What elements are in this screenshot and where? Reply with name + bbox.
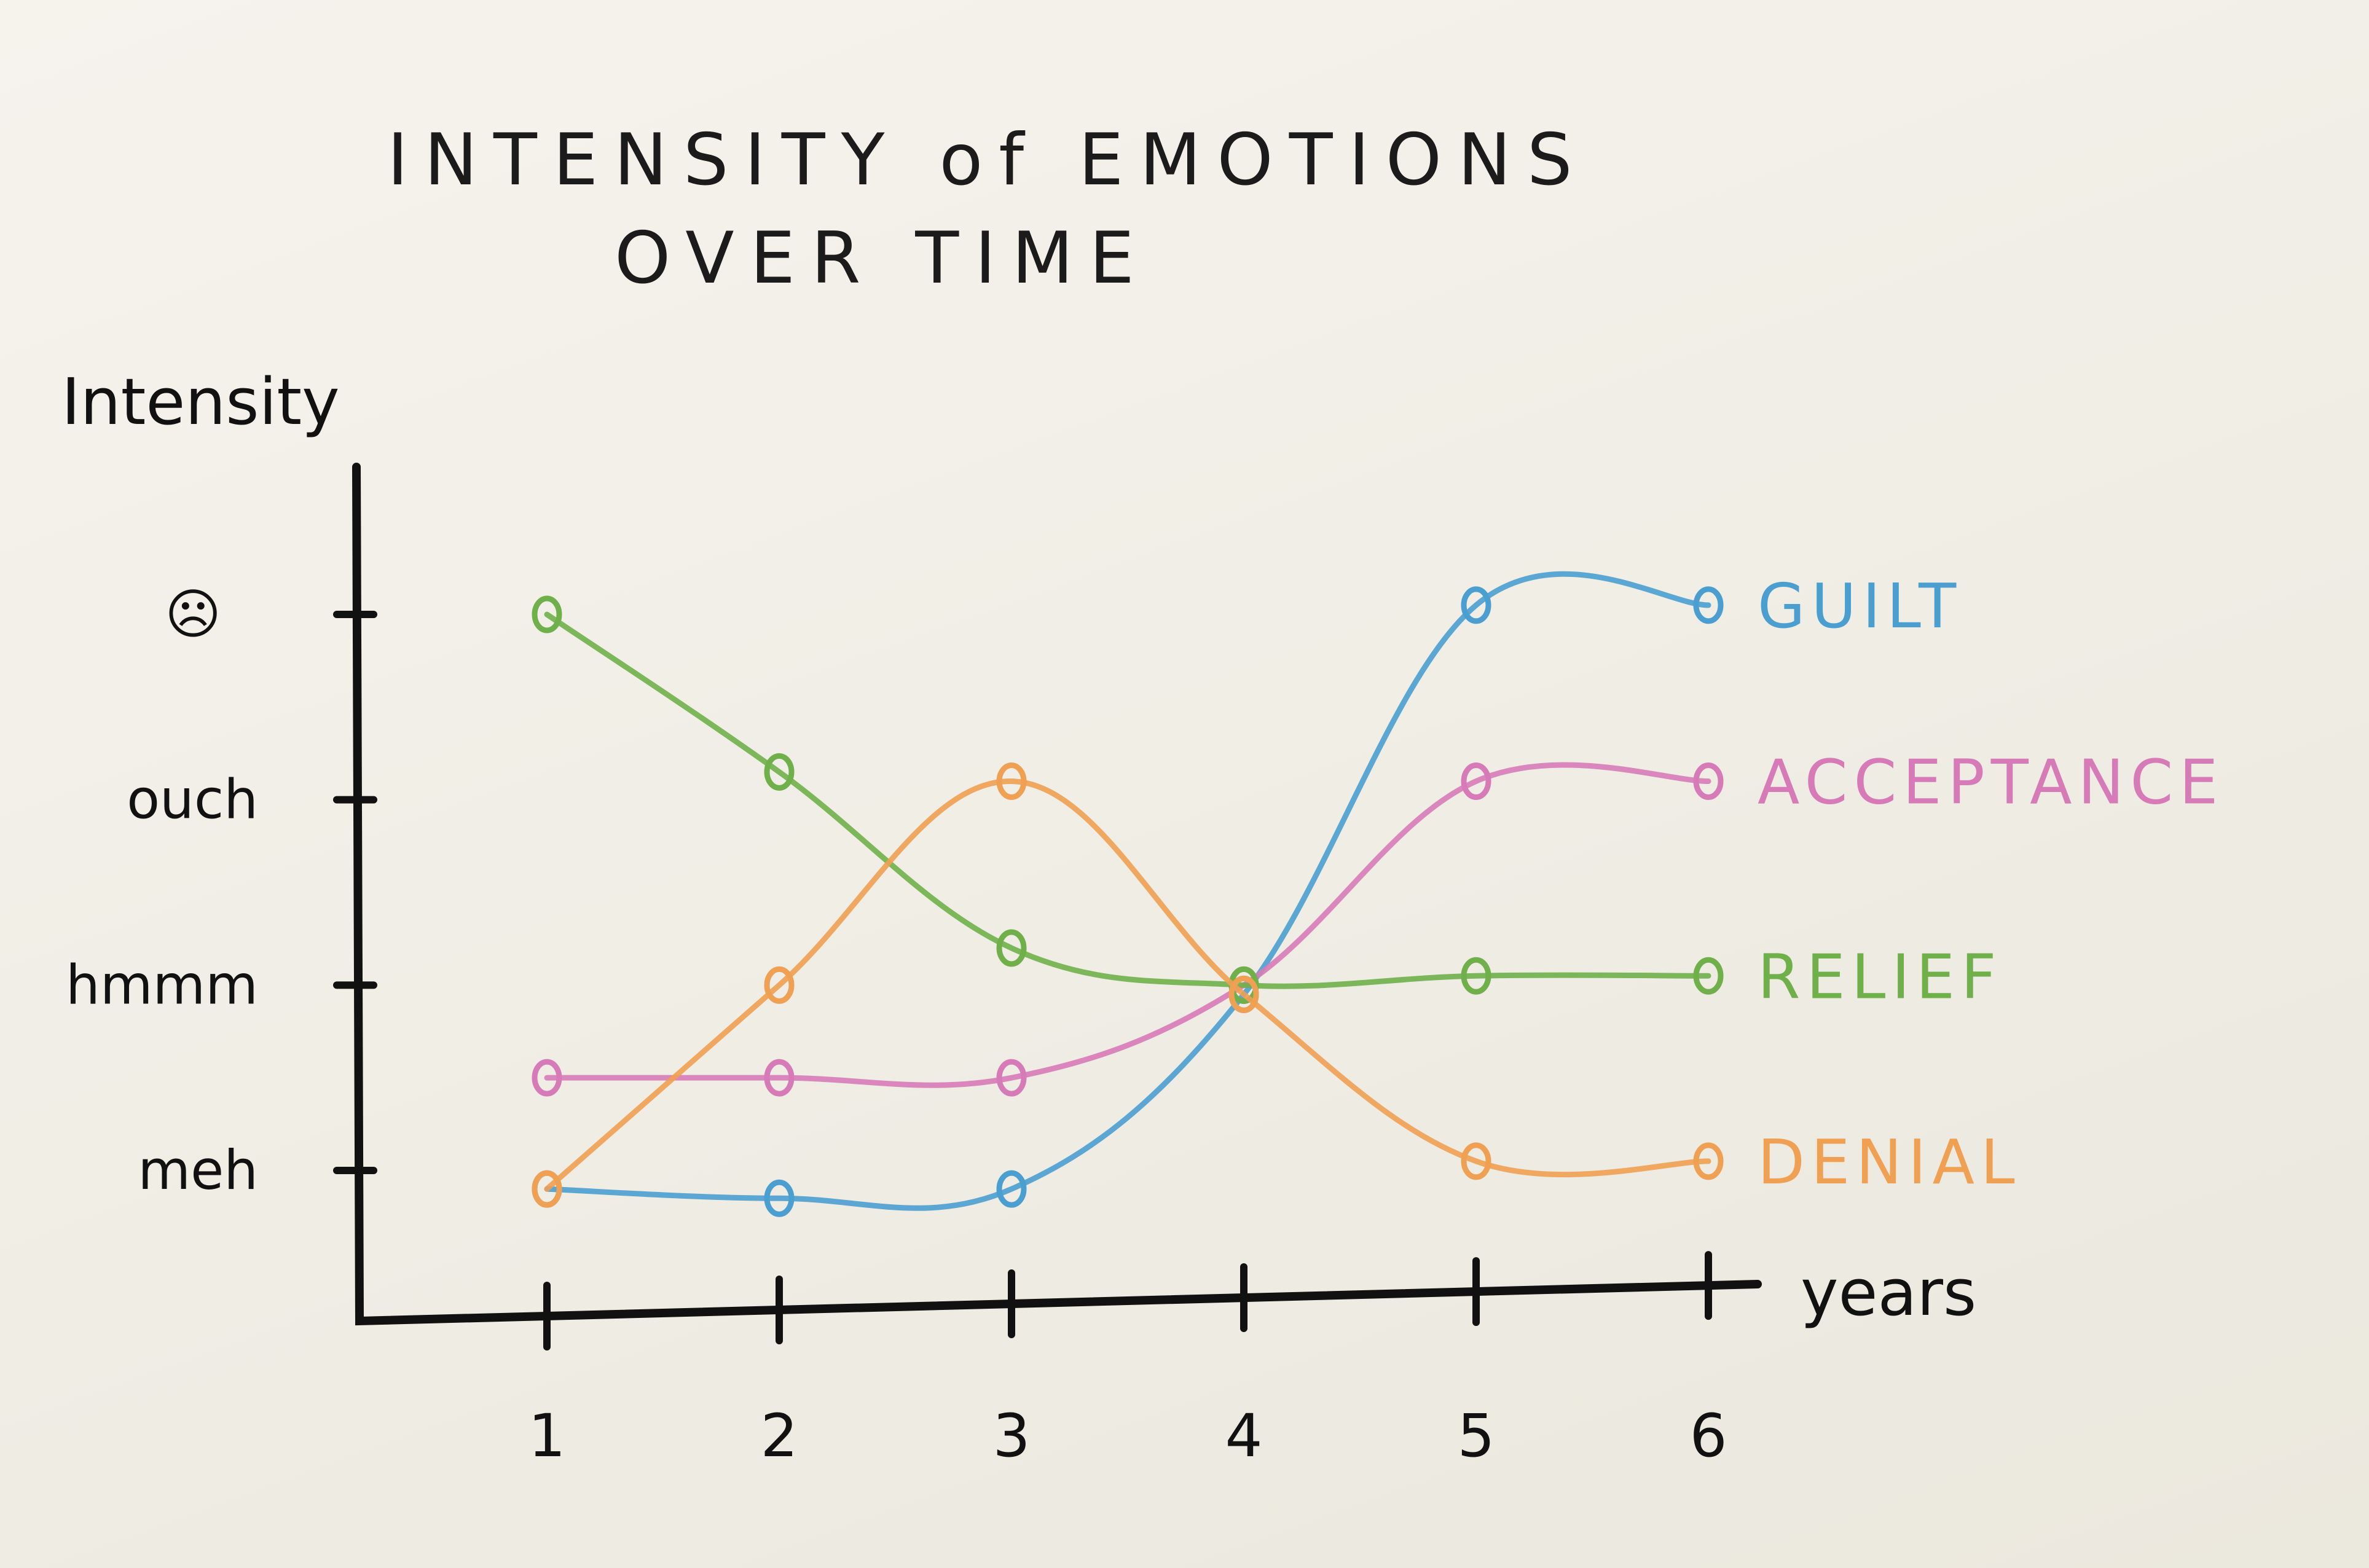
series-line-denial <box>544 778 1711 1192</box>
data-point <box>532 595 562 633</box>
series-line-guilt <box>544 571 1711 1211</box>
series-label: RELIEF <box>1758 941 2003 1013</box>
x-tick-label: 4 <box>1225 1401 1262 1470</box>
x-tick-label: 6 <box>1689 1401 1727 1470</box>
series-label: ACCEPTANCE <box>1758 747 2224 818</box>
data-point <box>764 966 795 1004</box>
y-tick-label: hmmm <box>66 953 258 1016</box>
y-axis-label: Intensity <box>61 364 340 439</box>
y-tick-label: meh <box>138 1139 258 1202</box>
series-line-acceptance <box>544 762 1711 1088</box>
data-point <box>1693 1142 1724 1180</box>
x-tick-label: 5 <box>1457 1401 1495 1470</box>
data-point <box>1461 1142 1491 1180</box>
y-tick-label: ☹ <box>165 582 221 646</box>
series-line-relief <box>544 611 1711 989</box>
x-tick-label: 3 <box>992 1401 1030 1470</box>
data-point <box>996 1170 1027 1208</box>
y-axis-ticks: meh hmmm ouch ☹ <box>66 582 377 1202</box>
data-point <box>996 762 1027 800</box>
data-point <box>764 1179 795 1217</box>
series-lines: GUILT ACCEPTANCE RELIEF DENIAL <box>532 570 2224 1217</box>
data-point <box>1461 957 1491 995</box>
data-point <box>1228 975 1259 1013</box>
y-tick-label: ouch <box>127 768 258 831</box>
data-point <box>532 1170 562 1208</box>
x-tick-label: 1 <box>528 1401 565 1470</box>
data-point <box>1693 957 1724 995</box>
axes <box>352 463 1762 1326</box>
data-point <box>764 753 795 791</box>
x-axis-label: years <box>1801 1255 1976 1330</box>
series-label: GUILT <box>1758 570 1962 642</box>
chart-title-line-1: INTENSITY of EMOTIONS <box>387 119 1588 202</box>
x-axis-ticks: 1 2 3 4 5 6 <box>528 1251 1727 1470</box>
data-point <box>1693 586 1724 624</box>
data-point <box>764 1059 795 1097</box>
data-point <box>996 1059 1027 1097</box>
data-point <box>1461 762 1491 800</box>
data-point <box>1693 762 1724 800</box>
chart-title-line-2: OVER TIME <box>615 217 1150 300</box>
data-point <box>1461 586 1491 624</box>
series-label: DENIAL <box>1758 1126 2021 1198</box>
data-point <box>532 1059 562 1097</box>
x-tick-label: 2 <box>760 1401 798 1470</box>
data-point <box>996 929 1027 967</box>
